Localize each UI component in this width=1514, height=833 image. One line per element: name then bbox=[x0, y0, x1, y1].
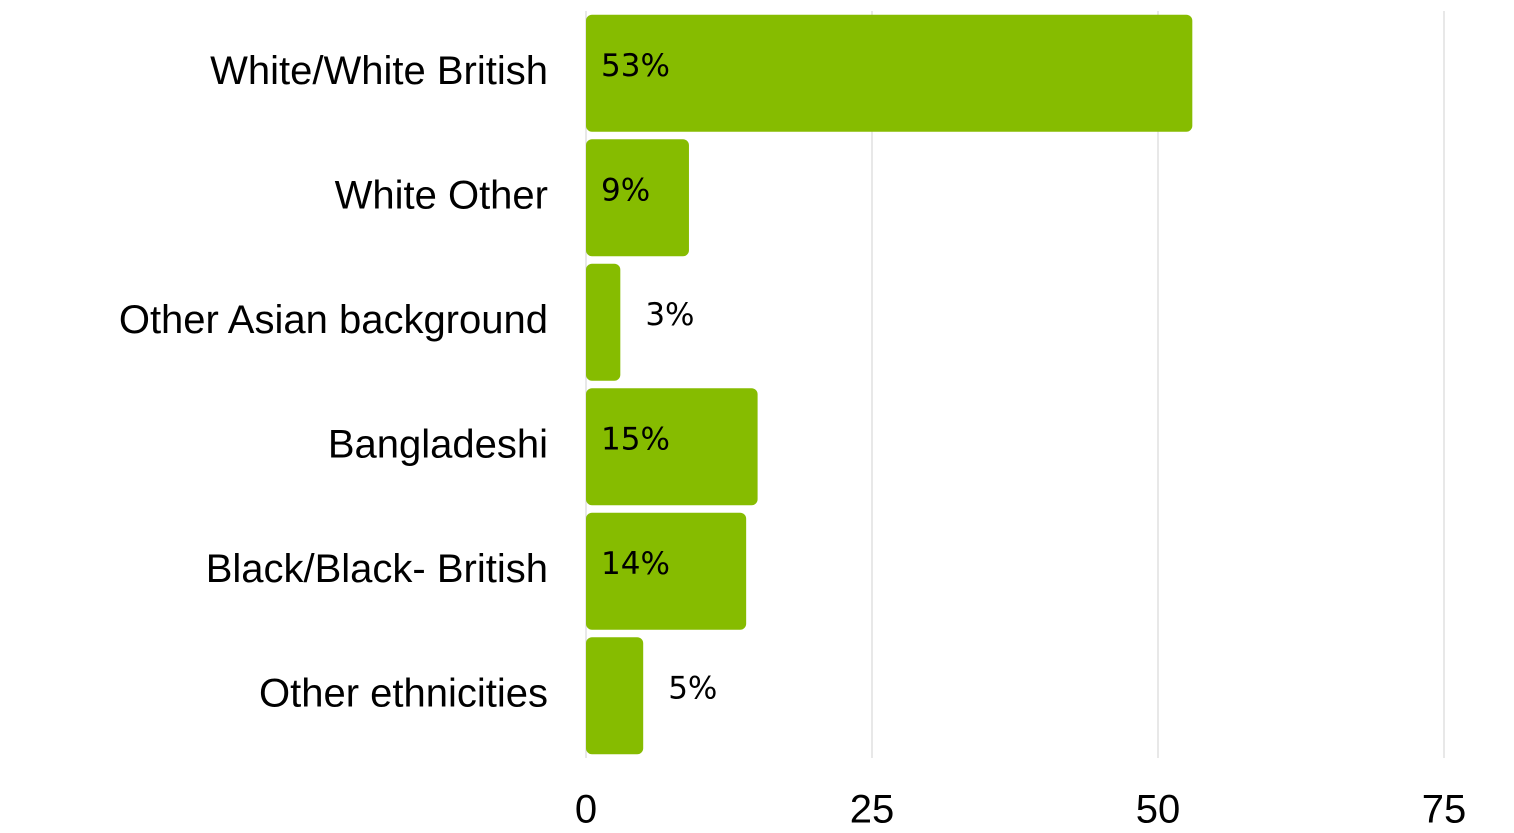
x-tick-label: 25 bbox=[850, 788, 895, 832]
bar bbox=[586, 263, 621, 381]
y-tick-label: Other ethnicities bbox=[259, 671, 548, 715]
y-tick-label: Other Asian background bbox=[119, 298, 548, 342]
y-tick-label: White Other bbox=[335, 173, 548, 217]
bar bbox=[586, 139, 689, 257]
value-label: 9% bbox=[601, 172, 650, 208]
x-tick-label: 50 bbox=[1136, 788, 1181, 832]
bar bbox=[586, 637, 644, 755]
value-label: 15% bbox=[601, 421, 670, 457]
bar bbox=[586, 388, 758, 506]
value-label: 14% bbox=[601, 546, 670, 582]
y-tick-label: Bangladeshi bbox=[328, 422, 548, 466]
value-label: 3% bbox=[645, 297, 694, 333]
value-label: 5% bbox=[668, 670, 717, 706]
x-tick-label: 0 bbox=[575, 788, 597, 832]
bar bbox=[586, 14, 1193, 132]
x-tick-label: 75 bbox=[1422, 788, 1467, 832]
bar bbox=[586, 512, 747, 630]
y-tick-label: Black/Black- British bbox=[206, 547, 548, 591]
y-tick-label: White/White British bbox=[210, 49, 548, 93]
value-label: 53% bbox=[601, 48, 670, 84]
